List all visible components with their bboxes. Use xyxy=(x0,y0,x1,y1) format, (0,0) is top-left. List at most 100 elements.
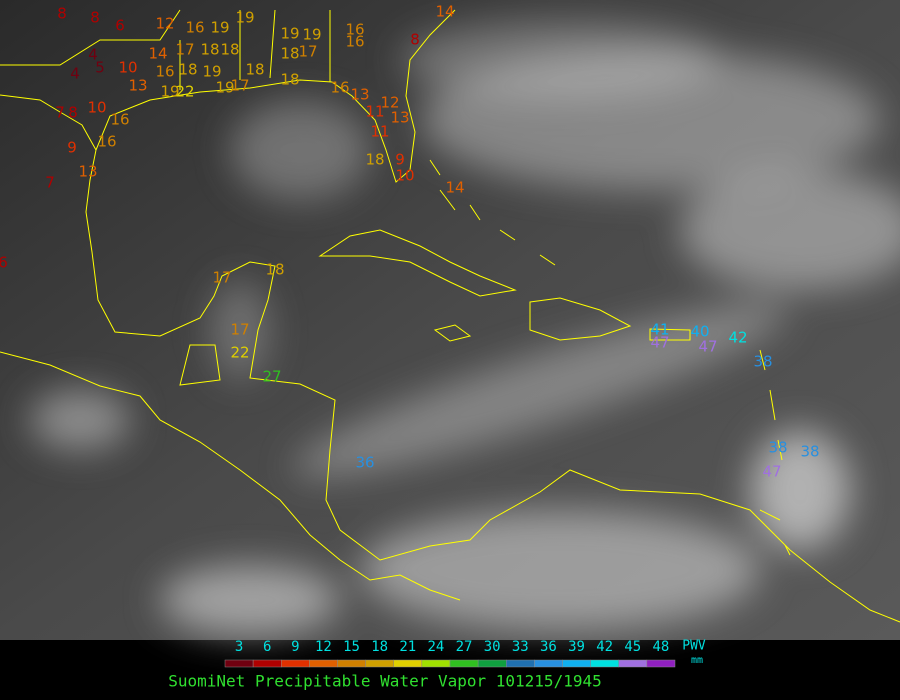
legend-tick-label: 39 xyxy=(568,639,585,655)
station-value: 8 xyxy=(57,5,67,23)
station-value: 5 xyxy=(95,59,105,77)
station-value: 19 xyxy=(235,9,254,27)
station-value: 16 xyxy=(330,79,349,97)
station-value: 14 xyxy=(445,179,464,197)
legend-swatch xyxy=(365,659,394,668)
station-value: 17 xyxy=(175,41,194,59)
legend-tick-label: 12 xyxy=(315,639,332,655)
legend-tick-label: 18 xyxy=(371,639,388,655)
legend-swatch xyxy=(506,659,535,668)
station-value: 13 xyxy=(350,86,369,104)
legend-swatch xyxy=(562,659,591,668)
station-value: 13 xyxy=(128,77,147,95)
legend-swatch xyxy=(393,659,423,668)
station-value: 7 xyxy=(55,104,65,122)
station-value: 22 xyxy=(230,344,249,362)
legend-swatch xyxy=(449,659,479,668)
legend-tick-label: 21 xyxy=(399,639,416,655)
legend-swatch xyxy=(337,659,366,668)
map-title: SuomiNet Precipitable Water Vapor 101215… xyxy=(168,672,601,691)
legend-tick-label: 42 xyxy=(596,639,613,655)
station-value: 6 xyxy=(0,254,8,272)
station-value: 38 xyxy=(800,443,819,461)
legend-tick-label: 33 xyxy=(512,639,529,655)
legend-tick-label: 3 xyxy=(235,639,243,655)
station-value: 16 xyxy=(345,33,364,51)
station-value: 10 xyxy=(395,167,414,185)
station-value: 18 xyxy=(245,61,264,79)
legend-swatch xyxy=(590,659,619,668)
legend-tick-label: 45 xyxy=(624,639,641,655)
station-value: 4 xyxy=(88,46,98,64)
station-value: 13 xyxy=(78,163,97,181)
legend-tick-label: 9 xyxy=(291,639,299,655)
legend-unit: mm xyxy=(691,655,703,666)
station-value: 18 xyxy=(280,45,299,63)
legend-tick-label: 48 xyxy=(653,639,670,655)
legend-swatch xyxy=(309,659,338,668)
station-value: 16 xyxy=(345,21,364,39)
legend-swatch xyxy=(252,659,282,668)
clouds xyxy=(30,20,900,635)
legend-swatch xyxy=(618,659,648,668)
station-value: 19 xyxy=(210,19,229,37)
legend-swatch xyxy=(281,659,310,668)
station-value: 16 xyxy=(155,63,174,81)
station-value: 19 xyxy=(202,63,221,81)
station-value: 17 xyxy=(298,43,317,61)
station-value: 47 xyxy=(650,334,669,352)
station-value: 47 xyxy=(698,338,717,356)
station-value: 42 xyxy=(728,329,747,347)
station-value: 14 xyxy=(148,45,167,63)
station-value: 14 xyxy=(435,3,454,21)
station-value: 38 xyxy=(768,439,787,457)
station-value: 12 xyxy=(380,94,399,112)
legend-swatch xyxy=(477,659,507,668)
legend-swatch xyxy=(534,659,563,668)
station-value: 19 xyxy=(302,26,321,44)
station-value: 9 xyxy=(395,151,405,169)
station-value: 13 xyxy=(390,109,409,127)
station-value: 18 xyxy=(365,151,384,169)
station-value: 36 xyxy=(355,454,374,472)
station-value: 10 xyxy=(87,99,106,117)
legend-tick-label: 30 xyxy=(484,639,501,655)
station-value: 18 xyxy=(280,71,299,89)
station-value: 8 xyxy=(90,9,100,27)
legend-tick-label: 15 xyxy=(343,639,360,655)
legend-swatch xyxy=(421,659,451,668)
station-value: 11 xyxy=(370,123,389,141)
station-value: 8 xyxy=(68,104,78,122)
station-value: 27 xyxy=(262,368,281,386)
station-value: 18 xyxy=(220,41,239,59)
station-value: 17 xyxy=(230,321,249,339)
legend-tick-label: 24 xyxy=(428,639,445,655)
station-value: 17 xyxy=(212,269,231,287)
station-value: 40 xyxy=(690,323,709,341)
station-value: 11 xyxy=(365,103,384,121)
station-value: 17 xyxy=(230,77,249,95)
station-value: 18 xyxy=(178,61,197,79)
legend-swatch xyxy=(224,659,254,668)
station-value: 18 xyxy=(265,261,284,279)
legend-label: PWV xyxy=(682,639,706,654)
station-value: 16 xyxy=(110,111,129,129)
station-value: 22 xyxy=(175,83,194,101)
station-value: 47 xyxy=(762,463,781,481)
station-value: 6 xyxy=(115,17,125,35)
station-value: 38 xyxy=(753,353,772,371)
station-value: 19 xyxy=(160,83,179,101)
station-value: 12 xyxy=(155,15,174,33)
station-value: 7 xyxy=(45,174,55,192)
legend-tick-label: 6 xyxy=(263,639,271,655)
legend-tick-label: 36 xyxy=(540,639,557,655)
station-value: 19 xyxy=(215,79,234,97)
station-value: 10 xyxy=(118,59,137,77)
station-value: 18 xyxy=(200,41,219,59)
station-value: 8 xyxy=(410,31,420,49)
station-value: 4 xyxy=(70,65,80,83)
station-value: 41 xyxy=(650,321,669,339)
legend-tick-label: 27 xyxy=(456,639,473,655)
